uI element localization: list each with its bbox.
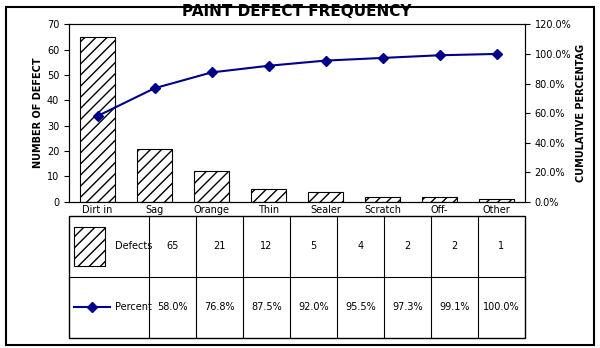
Text: 2: 2 xyxy=(451,241,458,251)
Text: 4: 4 xyxy=(358,241,364,251)
Text: 95.5%: 95.5% xyxy=(345,302,376,312)
Text: 2: 2 xyxy=(404,241,410,251)
Bar xyxy=(80,37,115,202)
Text: 100.0%: 100.0% xyxy=(483,302,520,312)
Text: 99.1%: 99.1% xyxy=(439,302,470,312)
Y-axis label: NUMBER OF DEFECT: NUMBER OF DEFECT xyxy=(33,58,43,168)
Bar xyxy=(422,197,457,202)
Bar xyxy=(194,172,229,202)
Title: PAINT DEFECT FREQUENCY: PAINT DEFECT FREQUENCY xyxy=(182,4,412,19)
Text: Percent: Percent xyxy=(115,302,151,312)
Text: 58.0%: 58.0% xyxy=(157,302,188,312)
Text: 76.8%: 76.8% xyxy=(204,302,235,312)
Text: 87.5%: 87.5% xyxy=(251,302,282,312)
Text: 12: 12 xyxy=(260,241,272,251)
Text: 21: 21 xyxy=(213,241,226,251)
Bar xyxy=(479,199,514,202)
Text: 92.0%: 92.0% xyxy=(298,302,329,312)
Bar xyxy=(137,149,172,202)
Text: 65: 65 xyxy=(166,241,179,251)
Bar xyxy=(365,197,400,202)
Bar xyxy=(308,192,343,202)
Text: 97.3%: 97.3% xyxy=(392,302,423,312)
Bar xyxy=(74,227,106,266)
Text: 5: 5 xyxy=(310,241,317,251)
Y-axis label: CUMULATIVE PERCENTAG: CUMULATIVE PERCENTAG xyxy=(575,44,586,182)
Text: 1: 1 xyxy=(499,241,505,251)
Bar xyxy=(251,189,286,202)
Text: Defects: Defects xyxy=(115,241,152,251)
